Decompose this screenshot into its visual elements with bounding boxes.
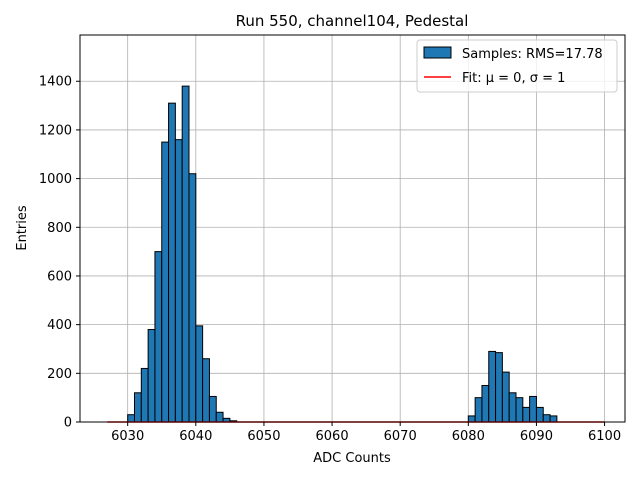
histogram-bar [161,141,170,423]
x-tick-label: 6060 [316,429,349,444]
histogram-bar [515,397,524,423]
y-tick-label: 1200 [39,123,72,138]
legend-label-samples: Samples: RMS=17.78 [462,47,603,62]
histogram-bar [495,352,503,423]
histogram-bar [181,85,190,423]
y-tick-label: 200 [47,367,72,382]
histogram-bar [134,392,142,423]
histogram-bar [154,251,163,423]
x-tick-label: 6070 [384,429,417,444]
histogram-bar [140,367,149,423]
y-tick-label: 0 [64,416,72,431]
y-tick-label: 400 [47,318,72,333]
x-tick-label: 6040 [179,429,212,444]
y-tick-label: 800 [47,221,72,236]
legend: Samples: RMS=17.78 Fit: μ = 0, σ = 1 [416,39,618,93]
x-tick-label: 6050 [247,429,280,444]
x-axis-label: ADC Counts [313,451,391,466]
legend-swatch-samples [423,46,452,59]
histogram-bar [488,350,497,423]
histogram-bar [202,358,210,423]
histogram-bar [195,325,204,423]
histogram-bar [168,102,176,423]
y-tick-label: 600 [47,269,72,284]
histogram-bar [127,414,135,423]
histogram-bar [529,395,537,423]
x-tick-label: 6030 [111,429,144,444]
legend-label-fit: Fit: μ = 0, σ = 1 [462,71,565,86]
y-tick-label: 1000 [39,172,72,187]
histogram-bar [147,329,156,423]
x-tick-label: 6100 [588,429,621,444]
histogram-bar [508,392,517,423]
x-tick-label: 6090 [520,429,553,444]
y-axis: 0 200 400 600 800 1000 1200 1400 [39,75,80,431]
histogram-bar [474,397,483,423]
histogram-bar [208,395,217,423]
y-tick-label: 1400 [39,75,72,90]
histogram-bar [535,406,544,423]
x-axis: 6030 6040 6050 6060 6070 6080 6090 6100 [111,422,621,444]
plot-frame [79,34,626,423]
histogram-bar [481,384,490,423]
histogram-bar [522,406,531,423]
chart-title: Run 550, channel104, Pedestal [236,12,469,30]
histogram-bar [501,371,510,423]
histogram-bar [188,173,197,423]
histogram-bars [127,85,558,423]
histogram-bar [215,411,224,423]
histogram-bar [549,415,558,423]
histogram-bar [174,139,183,423]
x-tick-label: 6080 [452,429,485,444]
histogram-bar [467,415,476,423]
histogram-bar [542,414,551,423]
legend-box [416,39,618,93]
y-axis-label: Entries [15,205,30,251]
